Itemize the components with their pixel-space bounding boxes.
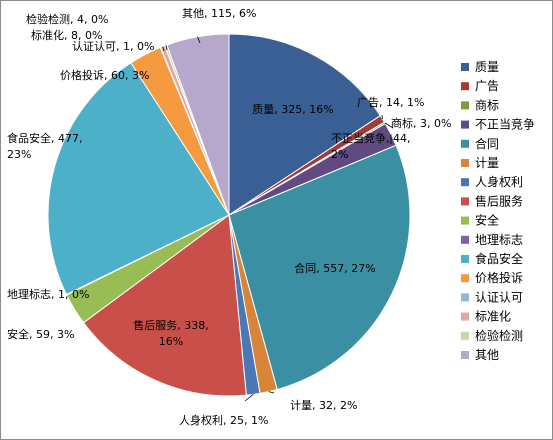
legend-swatch [461, 139, 469, 148]
legend-label: 计量 [475, 156, 499, 170]
legend: 质量广告商标不正当竞争合同计量人身权利售后服务安全地理标志食品安全价格投诉认证认… [461, 60, 535, 362]
legend-swatch [461, 63, 469, 71]
pie-slice [47, 62, 230, 296]
leader-lines [162, 36, 394, 402]
slice-data-label: 标准化, 8, 0% [31, 28, 102, 42]
legend-label: 人身权利 [475, 174, 523, 189]
leader-line [268, 391, 275, 394]
legend-swatch [461, 101, 469, 110]
leader-line [162, 46, 165, 52]
legend-swatch [461, 312, 469, 321]
legend-label: 不正当竞争 [475, 118, 535, 132]
pie-slice [228, 33, 381, 216]
slice-data-label: 地理标志, 1, 0% [7, 287, 89, 301]
data-labels: 质量, 325, 16% 广告, 14, 1% 商标, 3, 0%不正当竞争, 44… [7, 7, 451, 427]
legend-swatch [461, 120, 469, 129]
legend-label: 广告 [475, 79, 499, 93]
slice-data-label: 广告, 14, 1% [357, 96, 424, 109]
legend-label: 价格投诉 [475, 270, 523, 285]
slice-data-label: 商标, 3, 0% [391, 116, 451, 130]
slice-data-label: 认证认可, 1, 0% [72, 40, 154, 53]
pie-slices [47, 33, 411, 397]
legend-label: 认证认可 [475, 290, 523, 304]
slice-data-label: 食品安全, 477, 23% [7, 131, 83, 161]
slice-data-label: 安全, 59, 3% [7, 327, 74, 341]
legend-swatch [461, 293, 469, 302]
legend-swatch [461, 255, 469, 263]
legend-label: 商标 [475, 97, 499, 112]
leader-line [384, 122, 394, 129]
legend-swatch [461, 178, 469, 187]
slice-data-label: 不正当竞争, 44, 2% [331, 131, 411, 161]
slice-data-label: 其他, 115, 6% [182, 7, 256, 20]
leader-line [165, 45, 168, 51]
legend-label: 其他 [475, 348, 499, 362]
legend-label: 售后服务 [475, 193, 523, 208]
slice-data-label: 检验检测, 4, 0% [26, 12, 108, 26]
pie-slice [82, 214, 247, 397]
pie-slice [166, 33, 230, 216]
legend-swatch [461, 351, 469, 359]
legend-label: 检验检测 [475, 328, 523, 343]
legend-label: 合同 [475, 136, 499, 151]
legend-label: 标准化 [475, 310, 511, 324]
legend-swatch [461, 82, 469, 91]
slice-data-label: 合同, 557, 27% [294, 261, 375, 275]
legend-label: 地理标志 [475, 233, 523, 247]
leader-line [244, 394, 254, 402]
leader-line [197, 36, 201, 44]
slice-data-label: 计量, 32, 2% [290, 399, 357, 412]
legend-swatch [461, 159, 469, 167]
slice-data-label: 价格投诉, 60, 3% [60, 68, 149, 82]
legend-swatch [461, 235, 469, 244]
pie-slice [228, 144, 411, 391]
legend-swatch [461, 216, 469, 225]
slice-data-label: 售后服务, 338, 16% [133, 318, 209, 348]
slice-data-label: 人身权利, 25, 1% [179, 413, 268, 427]
legend-swatch [461, 274, 469, 283]
legend-label: 质量 [475, 60, 499, 74]
legend-swatch [461, 331, 469, 340]
legend-swatch [461, 197, 469, 206]
legend-label: 安全 [475, 213, 499, 228]
slice-data-label: 质量, 325, 16% [252, 103, 333, 116]
legend-label: 食品安全 [475, 251, 523, 266]
